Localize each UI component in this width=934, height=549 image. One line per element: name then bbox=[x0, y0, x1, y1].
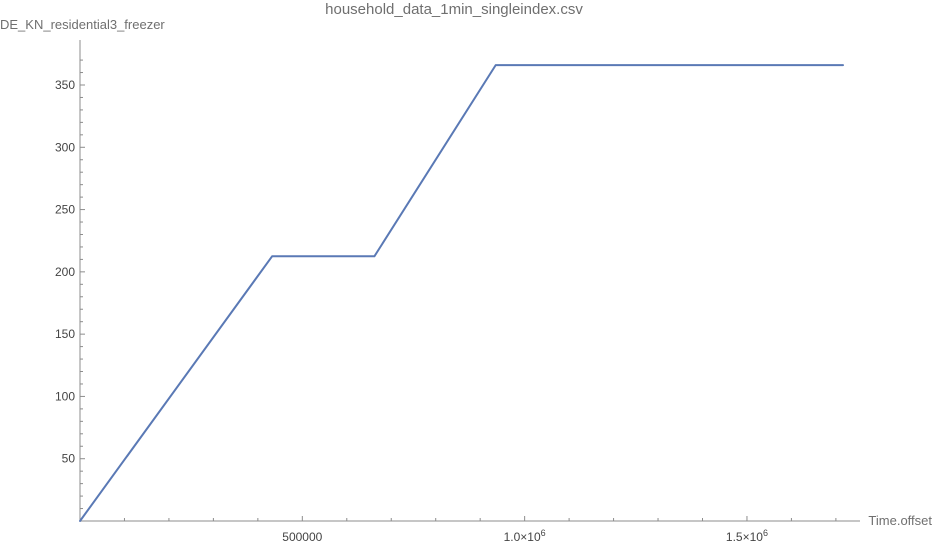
y-axis-label: DE_KN_residential3_freezer bbox=[0, 17, 165, 32]
axes bbox=[79, 40, 860, 522]
y-tick-label: 100 bbox=[55, 389, 75, 403]
x-tick-label: 1.5×106 bbox=[726, 528, 768, 544]
x-tick-label: 500000 bbox=[282, 530, 322, 544]
series-line bbox=[79, 64, 844, 522]
y-tick-label: 300 bbox=[55, 140, 75, 154]
y-tick-label: 50 bbox=[62, 452, 76, 466]
ticks: 50 100 150 200 250 300 350 500000 1.0×106 1.5×106 bbox=[55, 59, 837, 544]
y-tick-label: 150 bbox=[55, 327, 75, 341]
x-axis-label: Time.offset bbox=[868, 513, 932, 528]
series-layer bbox=[79, 64, 844, 522]
x-tick-label: 1.0×106 bbox=[504, 528, 546, 544]
y-tick-label: 250 bbox=[55, 203, 75, 217]
y-tick-label: 350 bbox=[55, 78, 75, 92]
chart-title: household_data_1min_singleindex.csv bbox=[325, 1, 583, 18]
y-tick-label: 200 bbox=[55, 265, 75, 279]
